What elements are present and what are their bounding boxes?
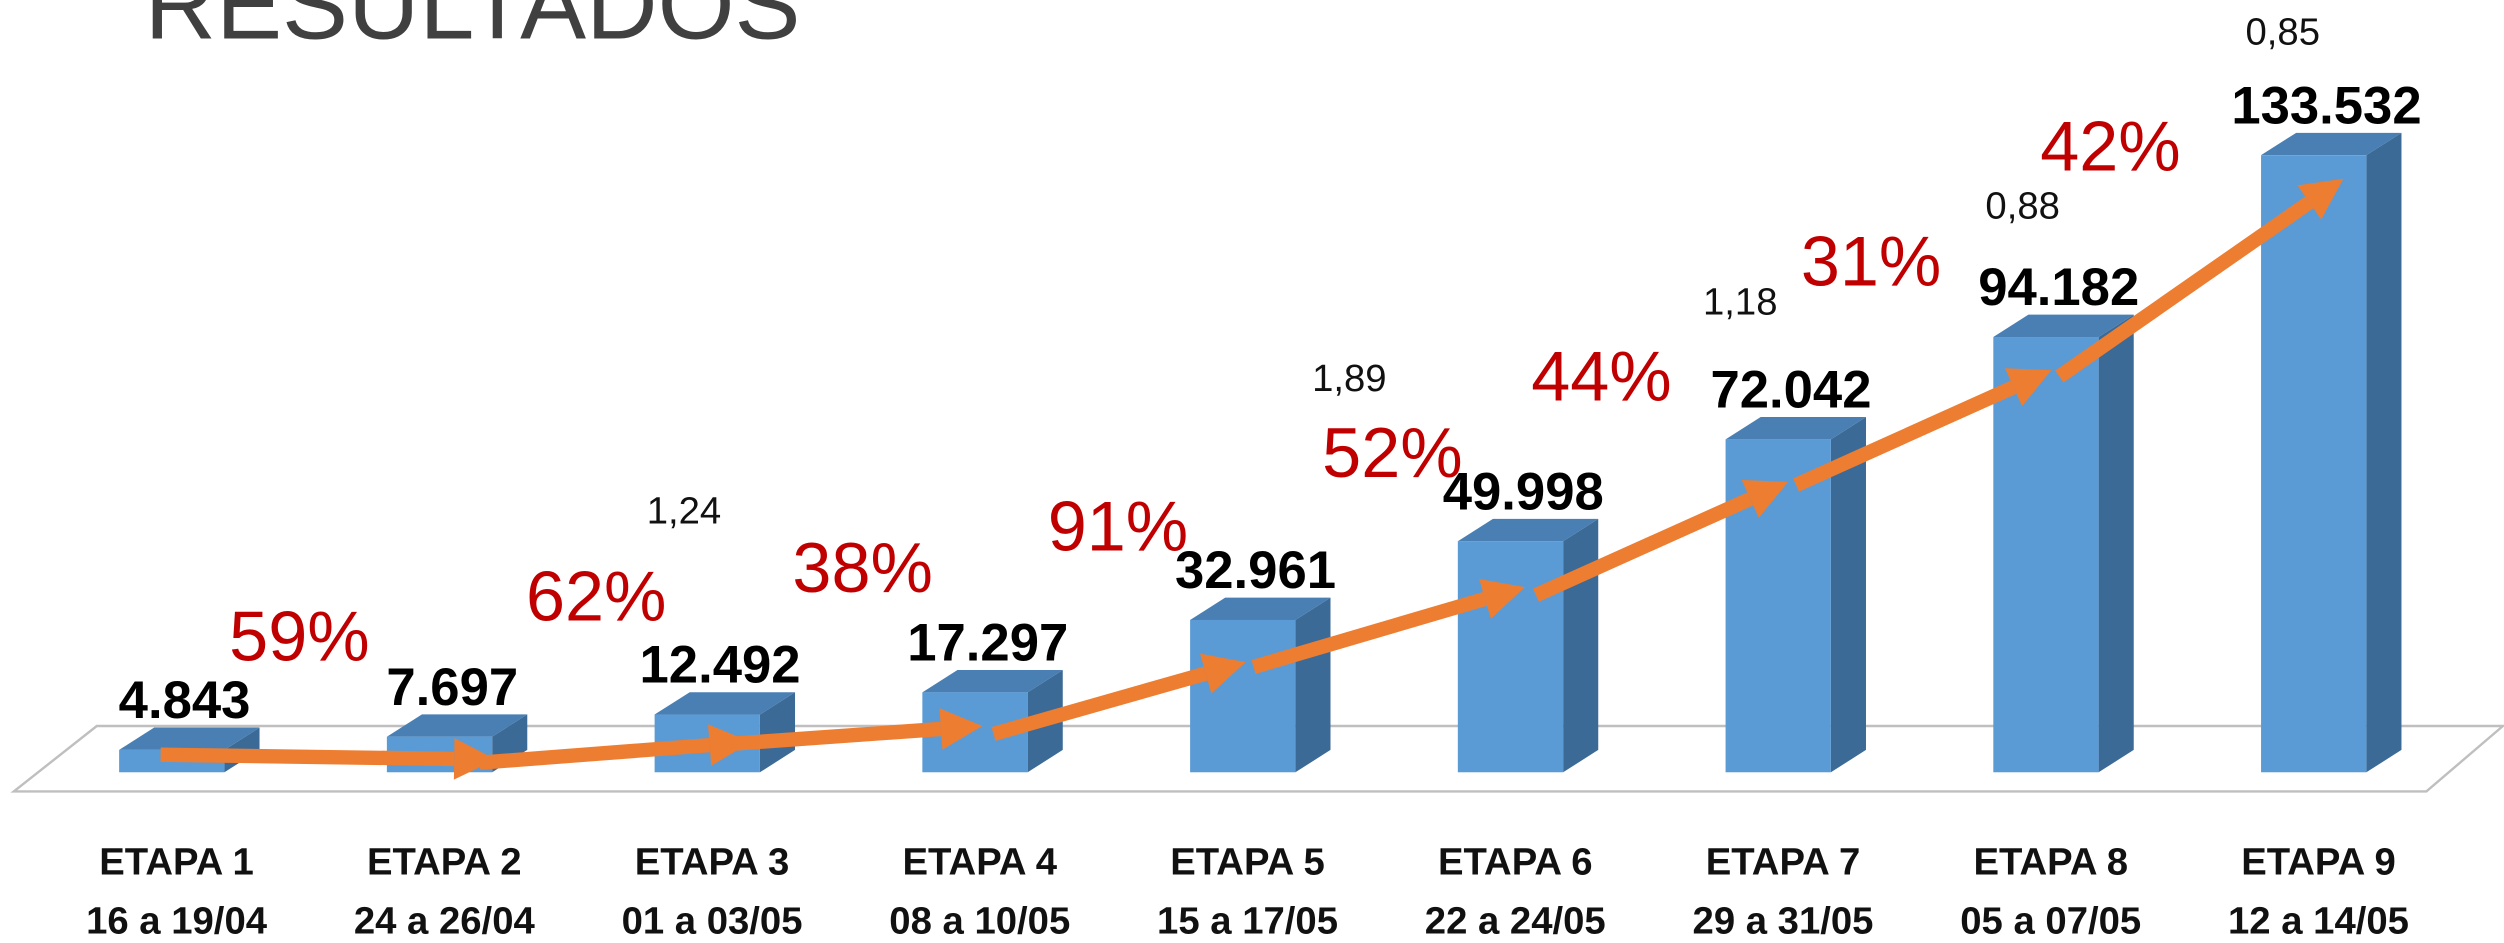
bar-side — [2366, 132, 2402, 773]
period-label: 01 a 03/05 — [622, 899, 803, 942]
period-label: 24 a 26/04 — [354, 899, 536, 942]
value-label: 4.843 — [119, 671, 251, 730]
period-label: 12 a 14/05 — [2228, 899, 2409, 942]
bar-side — [2098, 314, 2134, 773]
value-label: 72.042 — [1710, 360, 1871, 419]
arrow-shaft — [991, 666, 1208, 741]
bar — [2261, 155, 2367, 773]
bar-top — [119, 727, 260, 750]
bar-top — [1725, 417, 1866, 440]
arrow-shaft — [1533, 492, 1754, 602]
arrow-shaft — [734, 721, 942, 751]
period-label: 22 a 24/05 — [1425, 899, 1606, 942]
category-label: ETAPA 5 — [1170, 840, 1325, 883]
growth-label: 59% — [229, 597, 369, 676]
arrow-head — [453, 738, 496, 780]
period-label: 29 a 31/05 — [1693, 899, 1874, 942]
period-label: 15 a 17/05 — [1157, 899, 1338, 942]
value-label: 49.998 — [1443, 462, 1604, 521]
arrow-head — [708, 724, 751, 766]
growth-label: 62% — [526, 557, 666, 636]
period-label: 08 a 10/05 — [889, 899, 1070, 942]
bar-top — [1993, 314, 2134, 338]
category-label: ETAPA 9 — [2241, 840, 2396, 883]
trend-arrows — [160, 178, 2344, 780]
growth-label: 31% — [1801, 222, 1941, 301]
growth-label: 42% — [2040, 107, 2180, 186]
period-label: 16 a 19/04 — [86, 899, 268, 942]
value-label: 133.532 — [2231, 76, 2421, 135]
ratio-label: 1,18 — [1703, 280, 1778, 323]
chart-title: RESULTADOS — [145, 0, 801, 59]
value-label: 94.182 — [1978, 258, 2139, 317]
bar-side — [1295, 597, 1331, 773]
growth-label: 44% — [1531, 336, 1671, 415]
floor — [10, 724, 2504, 793]
value-label: 32.961 — [1175, 541, 1336, 600]
value-label: 7.697 — [386, 658, 518, 717]
arrow-head — [1200, 653, 1246, 694]
bar-side — [1830, 417, 1866, 773]
category-label: ETAPA 7 — [1706, 840, 1861, 883]
bar-top — [1190, 597, 1331, 620]
category-label: ETAPA 8 — [1973, 840, 2128, 883]
ratio-label: 0,85 — [2246, 11, 2321, 54]
bar — [1457, 541, 1564, 773]
arrow-shaft — [479, 737, 711, 770]
category-label: ETAPA 6 — [1438, 840, 1593, 883]
arrow-head — [1741, 479, 1789, 518]
bar-top — [386, 714, 528, 737]
arrow-head — [1479, 578, 1525, 619]
ratio-label: 1,24 — [647, 489, 722, 532]
bar-top — [654, 692, 796, 715]
arrow-shaft — [1251, 591, 1488, 674]
arrow-head — [939, 708, 983, 750]
value-label: 12.492 — [640, 636, 801, 695]
ratio-label: 1,89 — [1312, 357, 1387, 400]
bar-side — [1563, 518, 1599, 773]
value-label: 17.297 — [907, 613, 1068, 672]
arrow-shaft — [2055, 196, 2314, 383]
arrow-shaft — [160, 747, 455, 767]
growth-label: 38% — [792, 528, 932, 607]
arrow-head — [2005, 368, 2052, 407]
bar-side — [759, 692, 796, 773]
period-label: 05 a 07/05 — [1960, 899, 2141, 942]
bar — [1993, 337, 2099, 773]
category-label: ETAPA 1 — [99, 840, 254, 883]
growth-label: 91% — [1048, 486, 1188, 565]
arrow-shaft — [1793, 380, 2017, 492]
arrow-head — [2297, 178, 2344, 220]
bar — [1190, 619, 1296, 773]
growth-label: 52% — [1322, 413, 1462, 492]
category-label: ETAPA 2 — [367, 840, 522, 883]
bar-top — [2261, 132, 2402, 156]
bar-top — [922, 669, 1063, 693]
category-label: ETAPA 4 — [903, 840, 1058, 883]
category-label: ETAPA 3 — [635, 840, 790, 883]
ratio-label: 0,88 — [1985, 185, 2060, 228]
labels: 4.843 ETAPA 1 16 a 19/04 7.697 ETAPA 2 24 a 2… — [86, 11, 2422, 943]
bar-top — [1457, 518, 1599, 542]
